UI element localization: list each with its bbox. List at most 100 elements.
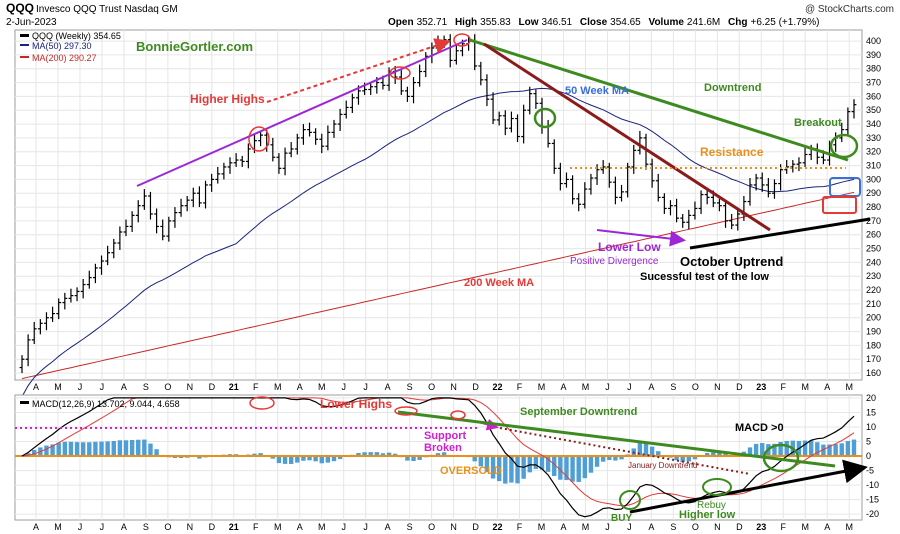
x-tick-label: D [736,382,743,392]
label-october-uptrend: October Uptrend [680,254,783,269]
price-tick-label: 170 [866,354,881,364]
price-bar [637,130,643,155]
x-tick-label: D [472,522,479,532]
histogram-bar [564,456,569,481]
histogram-bar [821,444,826,457]
x-tick-label: M [538,522,546,532]
label-resistance: Resistance [700,145,764,159]
september-downtrend-line [397,410,836,468]
histogram-bar [111,440,116,457]
histogram-bar [74,442,80,457]
histogram-bar [252,453,257,457]
price-bar [668,200,673,216]
x-tick-label: M [274,522,282,532]
label-higher-low: Higher low [679,509,736,521]
histogram-bar [154,449,159,457]
x-tick-label: M [802,522,810,532]
price-tick-label: 200 [866,313,881,323]
x-tick-label: A [121,382,127,392]
histogram-bar [637,442,643,457]
histogram-bar [539,456,545,470]
price-bar [313,128,319,145]
histogram-bar [87,442,92,457]
histogram-bar [478,456,484,467]
x-tick-label: S [670,522,676,532]
price-bar [723,200,728,228]
macd-tick-label: 15 [866,407,876,417]
price-bar [154,208,159,234]
histogram-bar [778,441,783,457]
price-bar [484,74,490,107]
histogram-bar [815,442,820,457]
price-bar [570,175,575,205]
x-tick-label: A [824,382,830,392]
price-bar [203,180,208,209]
histogram-bar [558,456,563,480]
watermark-site: BonnieGortler.com [136,39,253,54]
price-bar [729,213,735,230]
x-tick-label: J [100,382,105,392]
histogram-bar [808,440,814,457]
price-bar [405,86,410,102]
x-tick-label: J [627,382,632,392]
price-bar [111,238,117,259]
histogram-bar [704,453,710,457]
price-bar [802,147,808,167]
x-tick-label: M [582,382,590,392]
price-axis: 160 170 180 190 200 210 220 230 240 250 260 270 280 2… [866,36,881,378]
x-tick-label: N [187,382,194,392]
price-bar [613,176,618,205]
january-downtrend-line [499,427,751,475]
x-tick-label: 23 [756,522,766,532]
price-bar [221,162,227,180]
histogram-bar [833,444,838,457]
histogram-bar [503,456,508,484]
label-oversold: OVERSOLD [440,465,502,477]
higher-highs-trendline [136,39,468,187]
histogram-bar [417,456,422,460]
x-tick-label: D [209,522,216,532]
price-bar [790,160,796,173]
histogram-bar [851,439,857,457]
price-bar [515,114,520,143]
x-tick-label: M [802,382,810,392]
x-tick-label: M [318,522,326,532]
histogram-bar [325,456,331,463]
price-bar [301,124,306,145]
macd-tick-label: 10 [866,422,876,432]
price-bar [319,133,325,154]
x-tick-label: M [54,522,62,532]
price-tick-label: 400 [866,36,881,46]
price-bar [135,200,141,223]
price-bar [796,157,802,172]
histogram-bar [25,453,31,457]
downtrend-darkred-line [483,42,771,232]
x-tick-label: O [428,522,435,532]
macd-x-axis: A M J J A S O N D 21 F M A M J J A S O N D 22 F M A M J J A S O N D 23 F M A… [33,522,853,532]
x-tick-label: F [517,382,523,392]
ma-touch-circle [533,107,557,129]
histogram-bar [552,456,557,476]
histogram-bar [405,456,410,461]
price-bar [717,198,722,212]
price-bar [686,209,692,230]
histogram-bar [307,456,312,461]
price-bar [294,133,300,155]
price-bar [105,245,111,266]
price-bar [582,182,588,209]
x-tick-label: A [385,522,391,532]
histogram-bar [105,441,110,457]
x-tick-label: 22 [493,522,503,532]
price-bar [839,122,845,143]
price-bar [227,157,233,174]
histogram-bar [380,453,386,457]
price-bar [551,139,557,174]
price-tick-label: 220 [866,285,881,295]
price-bar [343,100,349,119]
histogram-bar [515,456,520,484]
price-tick-label: 260 [866,230,881,240]
price-bar [190,187,196,208]
price-bar [307,122,312,137]
price-bar [56,298,62,320]
histogram-bar [44,445,49,457]
